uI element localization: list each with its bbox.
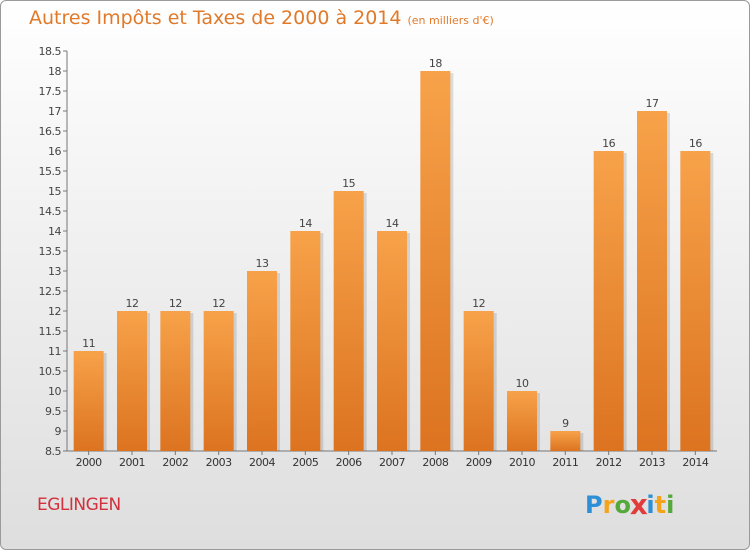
y-tick-label: 9.5 xyxy=(45,405,61,418)
title-text: Autres Impôts et Taxes de 2000 à 2014 xyxy=(29,7,402,29)
y-tick-label: 10.5 xyxy=(39,365,62,378)
logo-letter: t xyxy=(654,491,667,519)
bar-value-label: 17 xyxy=(646,97,659,110)
y-tick-label: 15.5 xyxy=(39,165,62,178)
logo-letter: o xyxy=(614,491,631,519)
bar-value-label: 9 xyxy=(562,417,569,430)
y-tick-label: 12.5 xyxy=(39,285,62,298)
bar-value-label: 13 xyxy=(256,257,269,270)
chart-title: Autres Impôts et Taxes de 2000 à 2014 (en… xyxy=(29,7,494,29)
x-tick-label: 2013 xyxy=(639,456,665,469)
y-tick-label: 16 xyxy=(48,145,61,158)
y-tick-label: 15 xyxy=(48,185,61,198)
x-tick-label: 2011 xyxy=(552,456,578,469)
logo-letter: i xyxy=(666,491,675,519)
bar xyxy=(160,311,191,451)
y-tick-label: 10 xyxy=(48,385,61,398)
bar xyxy=(290,231,321,451)
y-tick-label: 17 xyxy=(48,105,61,118)
y-tick-label: 17.5 xyxy=(39,85,62,98)
x-tick-label: 2002 xyxy=(162,456,188,469)
y-tick-label: 13 xyxy=(48,265,61,278)
logo-letter: i xyxy=(646,491,655,519)
bar-value-label: 14 xyxy=(386,217,399,230)
proxiti-logo: Proxiti xyxy=(585,488,675,522)
bar xyxy=(333,191,364,451)
y-tick-label: 16.5 xyxy=(39,125,62,138)
bar xyxy=(680,151,711,451)
bar-value-label: 10 xyxy=(516,377,529,390)
bar-value-label: 15 xyxy=(342,177,355,190)
bar-value-label: 12 xyxy=(169,297,182,310)
logo-letter: x xyxy=(629,488,648,522)
bar xyxy=(550,431,581,451)
y-tick-label: 9 xyxy=(55,425,62,438)
y-tick-label: 13.5 xyxy=(39,245,62,258)
logo-letter: P xyxy=(585,491,603,519)
bar-value-label: 12 xyxy=(472,297,485,310)
x-tick-label: 2006 xyxy=(336,456,362,469)
x-tick-label: 2003 xyxy=(206,456,232,469)
x-tick-label: 2010 xyxy=(509,456,535,469)
y-tick-label: 18 xyxy=(48,65,61,78)
bar xyxy=(420,71,451,451)
y-tick-label: 11 xyxy=(48,345,61,358)
x-tick-label: 2008 xyxy=(422,456,448,469)
bar xyxy=(377,231,407,451)
y-tick-label: 12 xyxy=(48,305,61,318)
bar-value-label: 11 xyxy=(82,337,95,350)
y-tick-label: 8.5 xyxy=(45,445,61,458)
y-tick-label: 14 xyxy=(48,225,61,238)
bar-value-label: 18 xyxy=(429,57,442,70)
y-tick-label: 11.5 xyxy=(39,325,62,338)
commune-name: EGLINGEN xyxy=(37,495,121,515)
x-tick-label: 2004 xyxy=(249,456,275,469)
y-tick-label: 18.5 xyxy=(39,45,62,58)
chart-subtitle: (en milliers d'€) xyxy=(407,14,494,27)
bar-value-label: 14 xyxy=(299,217,312,230)
x-tick-label: 2001 xyxy=(119,456,145,469)
y-tick-label: 14.5 xyxy=(39,205,62,218)
x-tick-label: 2009 xyxy=(466,456,492,469)
bar-value-label: 12 xyxy=(212,297,225,310)
bar xyxy=(73,351,104,451)
bar-value-label: 16 xyxy=(689,137,702,150)
x-tick-label: 2000 xyxy=(76,456,102,469)
bar xyxy=(247,271,277,451)
bar xyxy=(593,151,624,451)
bar xyxy=(637,111,667,451)
x-tick-label: 2012 xyxy=(596,456,622,469)
bar xyxy=(507,391,537,451)
x-tick-label: 2005 xyxy=(292,456,318,469)
bar-value-label: 12 xyxy=(126,297,139,310)
x-tick-label: 2014 xyxy=(682,456,708,469)
x-tick-label: 2007 xyxy=(379,456,405,469)
bar xyxy=(117,311,147,451)
bar-value-label: 16 xyxy=(602,137,615,150)
bar xyxy=(463,311,494,451)
bars-group: 11 12 12 12 13 14 15 14 18 12 10 9 16 17 16 xyxy=(73,57,714,451)
bar xyxy=(203,311,234,451)
logo-letter: r xyxy=(602,491,615,519)
